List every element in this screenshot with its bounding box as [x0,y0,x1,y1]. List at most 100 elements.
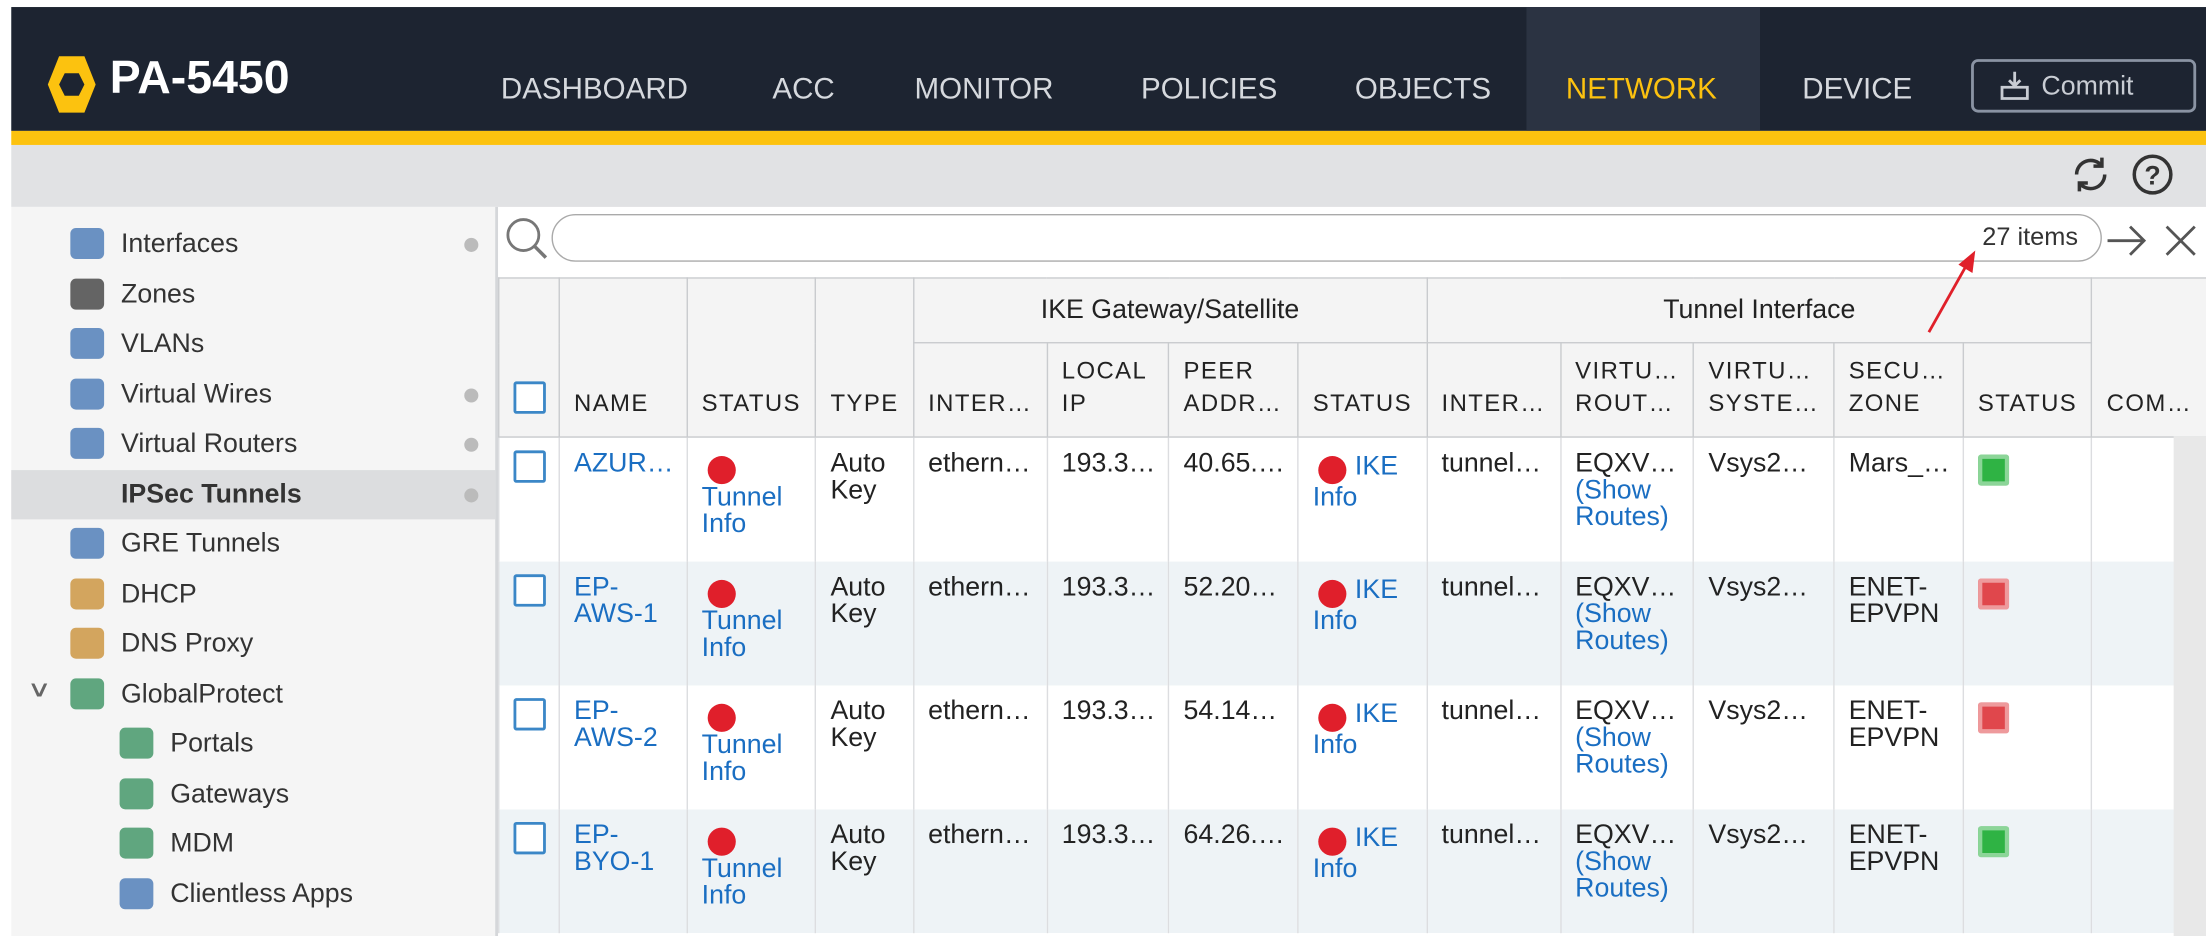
vsys: Vsys2… [1708,822,1820,849]
clear-filter[interactable] [2167,227,2195,255]
status-cell: Tunnel Info [687,809,816,933]
checkbox[interactable] [514,698,546,730]
show-routes-link[interactable]: (Show Routes) [1575,476,1669,532]
sidebar-item[interactable]: Gateways [170,769,289,818]
status-dot [1318,580,1346,608]
commit-button[interactable]: Commit [1971,59,2196,112]
sidebar-item[interactable]: Zones [121,270,195,319]
checkbox[interactable] [514,574,546,606]
column-header[interactable]: PEER ADDR… [1169,343,1298,437]
checkbox[interactable] [514,822,546,854]
status-cell: Tunnel Info [687,562,816,686]
column-header[interactable]: INTER… [913,343,1047,437]
sidebar-item[interactable]: IPSec Tunnels [11,469,495,518]
tunnel-name[interactable]: AZUR… [574,449,674,479]
tunnel-info-link[interactable]: Tunnel Info [702,730,783,786]
nav-icon [120,728,154,759]
interface: ethern… [928,450,1034,477]
status-dot [1318,456,1346,484]
nav-tab[interactable]: ACC [772,73,834,107]
column-header[interactable]: COM… [2092,278,2206,437]
column-header[interactable]: VIRTU… SYSTE… [1694,343,1834,437]
search-box[interactable]: 27 items [552,214,2102,262]
checkbox[interactable] [514,450,546,482]
column-header[interactable]: NAME [559,278,687,437]
local-ip: 193.3… [1062,822,1156,849]
status-dot [707,456,735,484]
column-header[interactable]: LOCAL IP [1047,343,1169,437]
nav-highlight [1526,7,1760,131]
local-ip: 193.3… [1062,574,1156,601]
nav-icon [70,428,104,459]
column-header[interactable]: STATUS [1298,343,1427,437]
column-header[interactable]: VIRTU… ROUT… [1560,343,1693,437]
cell: 193.3… [1047,562,1169,686]
nav-icon [120,778,154,809]
status-dot [464,438,478,452]
sidebar-item[interactable]: VLANs [121,320,204,369]
status-dot [464,238,478,252]
nav-tab[interactable]: DEVICE [1802,73,1912,107]
sidebar-item[interactable]: DHCP [121,569,197,618]
name-cell: EP-BYO-1 [559,809,687,933]
cell: 193.3… [1047,685,1169,809]
status-dot [1318,828,1346,856]
apply-filter[interactable] [2108,227,2145,255]
accent-bar [11,131,2206,145]
nav-tab[interactable]: MONITOR [914,73,1053,107]
tunnels-table: NAMESTATUSTYPEIKE Gateway/SatelliteTunne… [498,277,2206,933]
tunnel-interface: tunnel… [1442,822,1548,849]
tunnel-info-link[interactable]: Tunnel Info [702,607,783,663]
cell: ethern… [913,809,1047,933]
show-routes-link[interactable]: (Show Routes) [1575,847,1669,903]
status-dot [707,580,735,608]
sidebar-item[interactable]: Clientless Apps [170,869,353,918]
annotation-arrow [1913,248,1983,338]
sidebar-item[interactable]: DNS Proxy [121,619,253,668]
sidebar-item[interactable]: Virtual Routers [121,419,297,468]
name-cell: EP-AWS-1 [559,562,687,686]
status-cell: Tunnel Info [687,437,816,562]
tunnel-info-link[interactable]: Tunnel Info [702,854,783,910]
cell: Auto Key [816,437,914,562]
tunnel-name[interactable]: EP-AWS-2 [574,697,658,753]
column-header[interactable]: INTER… [1427,343,1561,437]
sidebar-item[interactable]: MDM [170,819,234,868]
router-cell: EQXV…(Show Routes) [1560,685,1693,809]
status-cell: Tunnel Info [687,685,816,809]
tunnel-interface: tunnel… [1442,450,1548,477]
brand: PA-5450 [110,51,290,104]
column-header[interactable]: TYPE [816,278,914,437]
cell: ENET-EPVPN [1834,809,1963,933]
column-header[interactable]: STATUS [687,278,816,437]
sidebar-item[interactable]: GRE Tunnels [121,519,280,568]
tunnel-info-link[interactable]: Tunnel Info [702,483,783,539]
sidebar-item[interactable]: Portals [170,719,253,768]
select-cell [499,809,559,933]
show-routes-link[interactable]: (Show Routes) [1575,723,1669,779]
nav-tab[interactable]: OBJECTS [1355,73,1491,107]
cell: tunnel… [1427,809,1561,933]
sidebar-item[interactable]: Virtual Wires [121,369,272,418]
cell: 64.26.… [1169,809,1298,933]
router-cell: EQXV…(Show Routes) [1560,809,1693,933]
status-dot [707,828,735,856]
cell: 40.65.… [1169,437,1298,562]
tunnel-name[interactable]: EP-BYO-1 [574,821,654,877]
refresh[interactable] [2077,158,2105,192]
nav-icon [70,578,104,609]
select-cell [499,685,559,809]
column-header[interactable]: STATUS [1963,343,2092,437]
scrollbar[interactable] [2174,436,2206,936]
tunnel-name[interactable]: EP-AWS-1 [574,573,658,629]
nav-tab[interactable]: NETWORK [1566,73,1717,107]
show-routes-link[interactable]: (Show Routes) [1575,600,1669,656]
status-icon [1978,455,2009,486]
sidebar-item[interactable]: GlobalProtect [121,669,283,718]
sidebar-item[interactable]: Interfaces [121,220,238,269]
nav-tab[interactable]: POLICIES [1141,73,1277,107]
nav-tab[interactable]: DASHBOARD [501,73,688,107]
group-header: Tunnel Interface [1427,278,2092,343]
checkbox[interactable] [514,381,546,413]
column-header[interactable]: SECU… ZONE [1834,343,1963,437]
